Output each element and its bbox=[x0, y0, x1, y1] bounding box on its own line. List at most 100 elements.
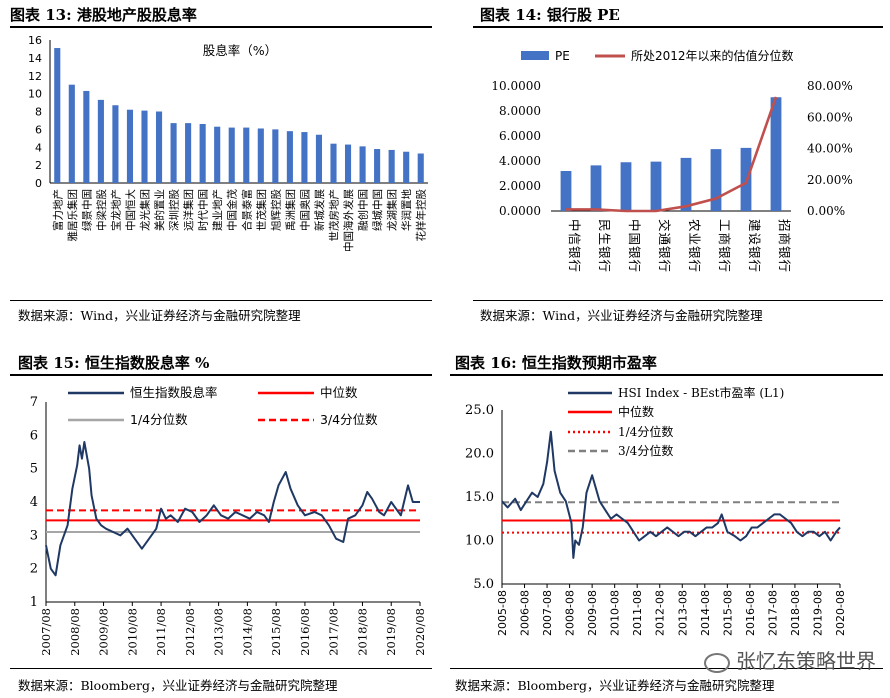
chart13-bar bbox=[272, 129, 279, 183]
chart14-x-tick-label: 招商银行 bbox=[777, 219, 792, 273]
chart14-bar bbox=[650, 161, 662, 211]
chart13-x-tick-label: 时代中国 bbox=[197, 189, 210, 231]
chart14-bar bbox=[710, 149, 722, 211]
chart14-bar bbox=[620, 162, 632, 211]
chart15-source-rule bbox=[10, 668, 432, 669]
chart13-bar bbox=[359, 146, 366, 183]
chart15-title: 图表 15: 恒生指数股息率 % bbox=[18, 354, 210, 372]
chart13-bar bbox=[68, 84, 75, 183]
chart13-svg: 0 2 4 6 8 10 12 14 16 股息率（%） 富力地产 雅居乐集团 绿景中国 中梁控股 宝龙地产… bbox=[28, 34, 428, 252]
chart13-bar bbox=[112, 105, 119, 183]
chart16-x-tick-label: 2020-08 bbox=[834, 590, 847, 636]
chart14-source-rule bbox=[473, 300, 883, 301]
chart14-x-tick-label: 工商银行 bbox=[717, 219, 732, 273]
chart13-x-tick-label: 中国奥园 bbox=[298, 189, 311, 231]
chart13-x-tick-label: 中国海外发展 bbox=[342, 189, 355, 252]
chart14-y-left-tick-label: 4.0000 bbox=[499, 154, 541, 168]
chart14-y-right-tick-label: 60.00% bbox=[807, 110, 853, 124]
chart14-legend-label-pe: PE bbox=[555, 49, 570, 63]
chart14-title-rule bbox=[473, 26, 883, 28]
chart16-x-tick-label: 2017-08 bbox=[766, 590, 779, 636]
chart13-bar bbox=[257, 128, 264, 183]
chart14-y-left-tick-label: 10.0000 bbox=[491, 79, 541, 93]
chart13-bar bbox=[315, 134, 323, 183]
chart15-source: 数据来源：Bloomberg，兴业证券经济与金融研究院整理 bbox=[18, 678, 338, 693]
chart15-legend-label: 恒生指数股息率 bbox=[130, 385, 218, 400]
watermark: 张忆东策略世界 bbox=[704, 645, 876, 674]
chart16-y-tick-label: 15.0 bbox=[465, 490, 494, 505]
chart16-x-tick-label: 2019-08 bbox=[811, 590, 824, 636]
chart14-legend-swatch-bar bbox=[521, 51, 549, 60]
chart13-x-tick-label: 花样年控股 bbox=[415, 189, 428, 242]
chart13-x-tick-label: 宝龙地产 bbox=[109, 189, 122, 231]
chart13-bar bbox=[286, 131, 293, 183]
chart13-x-tick-label: 旭辉控股 bbox=[269, 189, 282, 231]
chart14-percentile-line bbox=[566, 96, 778, 213]
chart13-x-tick-label: 融创中国 bbox=[357, 189, 370, 231]
chart16-svg: 5.0 10.0 15.0 20.0 25.0 2005-08 2006-08 2007-08… bbox=[465, 385, 847, 636]
chart15-y-tick-label: 3 bbox=[30, 528, 38, 543]
chart14-title: 图表 14: 银行股 PE bbox=[480, 6, 620, 24]
chart16-legend-label: HSI Index - BEst市盈率 (L1) bbox=[618, 385, 784, 400]
chart14-x-tick-label: 农业银行 bbox=[687, 219, 702, 273]
chart16-x-tick-label: 2008-08 bbox=[564, 590, 577, 636]
chart13-bar bbox=[330, 143, 337, 183]
chart13-x-tick-label: 世茂集团 bbox=[255, 189, 268, 231]
chart13-bar bbox=[97, 99, 104, 183]
chart16-x-tick-label: 2005-08 bbox=[496, 590, 509, 636]
chart13-bar bbox=[243, 127, 250, 183]
chart13-x-tick-label: 绿城中国 bbox=[371, 189, 384, 231]
chart13-bar bbox=[403, 151, 410, 183]
chart13-x-tick-label: 禹洲集团 bbox=[284, 189, 297, 231]
chart13-bar bbox=[141, 110, 148, 183]
chart14-svg: 0.0000 2.0000 4.0000 6.0000 8.0000 10.0000 0.0… bbox=[491, 48, 853, 273]
chart13-bar bbox=[374, 149, 381, 183]
wechat-icon bbox=[704, 652, 730, 673]
chart13-x-tick-label: 中国金茂 bbox=[226, 189, 239, 231]
chart13-y-tick-label: 2 bbox=[35, 159, 42, 172]
chart14-legend-label-percentile: 所处2012年以来的估值分位数 bbox=[631, 48, 794, 63]
chart13-y-tick-label: 10 bbox=[28, 88, 42, 101]
chart16-title: 图表 16: 恒生指数预期市盈率 bbox=[455, 354, 657, 372]
chart16-x-tick-label: 2006-08 bbox=[519, 590, 532, 636]
chart15-legend-label: 1/4分位数 bbox=[130, 412, 188, 427]
chart14-y-right-tick-label: 20.00% bbox=[807, 173, 853, 187]
chart14-bar bbox=[680, 157, 692, 211]
chart13-x-tick-label: 华润置地 bbox=[400, 189, 413, 231]
chart14-y-left-tick-label: 2.0000 bbox=[499, 179, 541, 193]
chart13-bar bbox=[126, 109, 134, 183]
chart13-bar bbox=[417, 153, 424, 183]
chart13-x-tick-label: 新城发展 bbox=[313, 189, 326, 231]
chart16-x-tick-label: 2018-08 bbox=[789, 590, 802, 636]
chart15-y-tick-label: 2 bbox=[30, 562, 38, 577]
chart14-y-right-tick-label: 40.00% bbox=[807, 142, 853, 156]
chart13-x-tick-label: 龙光集团 bbox=[139, 189, 152, 231]
chart13-bar bbox=[54, 48, 61, 184]
chart13-x-tick-label: 雅居乐集团 bbox=[66, 189, 79, 242]
chart16-x-tick-label: 2011-08 bbox=[631, 590, 644, 636]
chart13-x-tick-label: 中国恒大 bbox=[124, 189, 137, 231]
chart15-legend-label: 3/4分位数 bbox=[320, 412, 378, 427]
chart13-y-tick-label: 4 bbox=[35, 141, 42, 154]
chart13-x-tick-label: 绿景中国 bbox=[80, 189, 93, 231]
chart13-x-tick-label: 建业地产 bbox=[211, 189, 224, 231]
chart14-bar bbox=[590, 165, 602, 211]
chart16-x-tick-label: 2015-08 bbox=[721, 590, 734, 636]
chart14-x-tick-label: 交通银行 bbox=[657, 219, 672, 273]
chart13-x-tick-label: 深圳控股 bbox=[168, 189, 181, 231]
chart15-y-tick-label: 6 bbox=[30, 428, 38, 443]
chart16-y-tick-label: 10.0 bbox=[465, 534, 494, 549]
chart14-y-right-tick-label: 80.00% bbox=[807, 79, 853, 93]
chart13-bar bbox=[155, 111, 163, 183]
chart13-x-tick-label: 富力地产 bbox=[51, 189, 64, 231]
chart15-x-tick-label: 2009/08 bbox=[97, 608, 111, 656]
chart15-x-tick-label: 2012/08 bbox=[183, 608, 197, 656]
chart16-title-rule bbox=[450, 374, 883, 376]
chart14-y-right-tick-label: 0.00% bbox=[807, 204, 845, 218]
chart13-bar bbox=[199, 124, 206, 183]
chart13-bar bbox=[388, 149, 395, 183]
chart16-x-tick-label: 2009-08 bbox=[586, 590, 599, 636]
chart16-source-rule bbox=[450, 668, 883, 669]
chart14-x-tick-label: 中信银行 bbox=[567, 219, 582, 273]
chart16-y-tick-label: 20.0 bbox=[465, 447, 494, 462]
